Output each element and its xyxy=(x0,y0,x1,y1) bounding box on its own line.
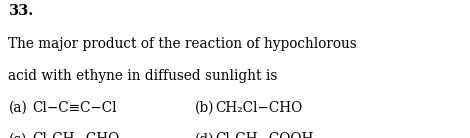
Text: acid with ethyne in diffused sunlight is: acid with ethyne in diffused sunlight is xyxy=(8,69,278,83)
Text: 33.: 33. xyxy=(8,4,34,18)
Text: (c): (c) xyxy=(8,132,27,138)
Text: (d): (d) xyxy=(195,132,214,138)
Text: (b): (b) xyxy=(195,101,214,115)
Text: Cl₂CH−COOH: Cl₂CH−COOH xyxy=(215,132,313,138)
Text: Cl−C≡C−Cl: Cl−C≡C−Cl xyxy=(32,101,117,115)
Text: The major product of the reaction of hypochlorous: The major product of the reaction of hyp… xyxy=(8,37,357,51)
Text: CH₂Cl−CHO: CH₂Cl−CHO xyxy=(215,101,303,115)
Text: Cl₂CH−CHO: Cl₂CH−CHO xyxy=(32,132,119,138)
Text: (a): (a) xyxy=(8,101,27,115)
